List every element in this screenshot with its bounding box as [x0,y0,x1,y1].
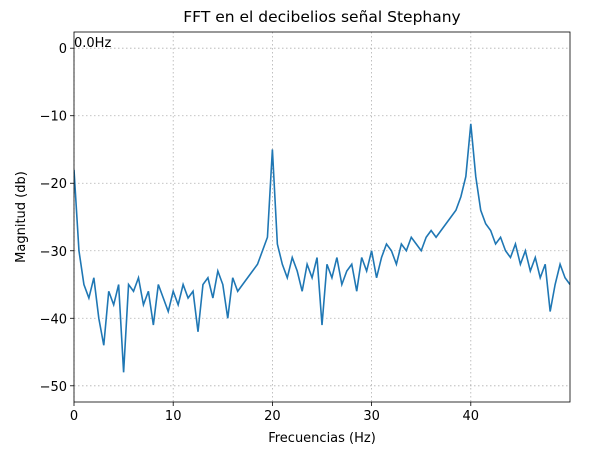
x-tick-label: 40 [463,409,480,424]
y-tick-label: −20 [40,177,67,192]
x-tick-label: 20 [264,409,281,424]
x-tick-label: 10 [165,409,182,424]
y-axis-label: Magnitud (db) [14,171,29,263]
plot-frame [73,31,571,403]
y-tick-label: 0 [59,42,67,57]
y-tick-label: −50 [40,380,67,395]
chart-title: FFT en el decibelios señal Stephany [183,8,460,26]
y-tick-label: −30 [40,245,67,260]
y-tick-label: −10 [40,110,67,125]
annotation: 0.0Hz [74,36,111,51]
x-axis-label: Frecuencias (Hz) [268,431,376,446]
y-tick-label: −40 [40,312,67,327]
data-line [74,123,570,373]
x-tick-label: 0 [70,409,78,424]
x-tick-label: 30 [363,409,380,424]
